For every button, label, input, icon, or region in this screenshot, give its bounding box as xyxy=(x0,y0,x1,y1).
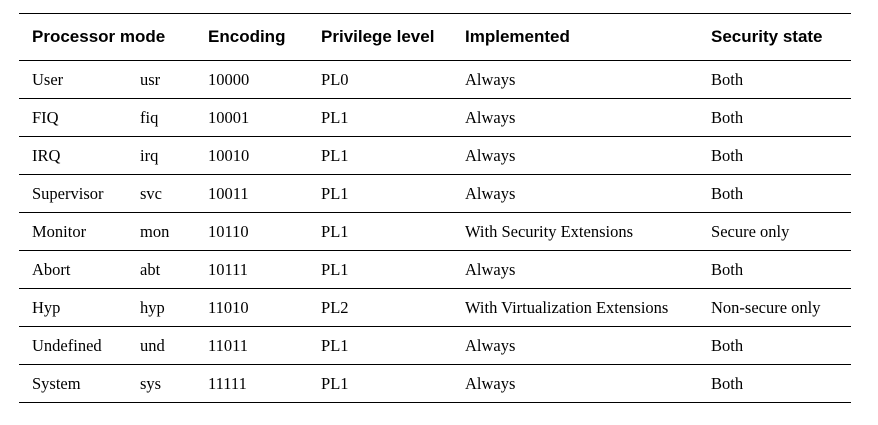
cell-encoding: 11111 xyxy=(208,373,247,393)
cell-abbr: fiq xyxy=(140,107,159,127)
table-row: FIQ fiq 10001 PL1 Always Both xyxy=(19,99,852,137)
table-body: User usr 10000 PL0 Always Both FIQ fiq 10001 PL1 A… xyxy=(19,61,852,403)
cell-abbr: usr xyxy=(140,69,161,89)
cell-encoding: 10011 xyxy=(208,183,249,203)
cell-implemented: With Virtualization Extensions xyxy=(465,297,669,317)
cell-abbr: abt xyxy=(140,259,161,279)
cell-security: Both xyxy=(711,335,744,355)
cell-mode: Undefined xyxy=(32,335,102,355)
cell-mode: System xyxy=(32,373,81,393)
cell-privilege: PL1 xyxy=(321,183,349,203)
cell-privilege: PL1 xyxy=(321,373,349,393)
cell-privilege: PL1 xyxy=(321,145,349,165)
table-row: Hyp hyp 11010 PL2 With Virtualization Extens… xyxy=(19,289,852,327)
cell-implemented: Always xyxy=(465,145,516,165)
cell-security: Both xyxy=(711,183,744,203)
cell-encoding: 11010 xyxy=(208,297,249,317)
cell-encoding: 10110 xyxy=(208,221,249,241)
cell-implemented: Always xyxy=(465,373,516,393)
cell-privilege: PL1 xyxy=(321,221,349,241)
cell-abbr: mon xyxy=(140,221,170,241)
table-row: System sys 11111 PL1 Always Both xyxy=(19,365,852,403)
cell-implemented: Always xyxy=(465,183,516,203)
cell-security: Both xyxy=(711,107,744,127)
table-row: Supervisor svc 10011 PL1 Always Both xyxy=(19,175,852,213)
cell-privilege: PL1 xyxy=(321,335,349,355)
cell-privilege: PL0 xyxy=(321,69,349,89)
header-privilege-level: Privilege level xyxy=(321,27,435,46)
cell-abbr: svc xyxy=(140,183,162,203)
cell-privilege: PL1 xyxy=(321,107,349,127)
cell-security: Secure only xyxy=(711,221,790,241)
cell-abbr: und xyxy=(140,335,165,355)
cell-security: Both xyxy=(711,373,744,393)
header-encoding: Encoding xyxy=(208,27,286,46)
cell-encoding: 10000 xyxy=(208,69,250,89)
table-row: IRQ irq 10010 PL1 Always Both xyxy=(19,137,852,175)
table-row: Abort abt 10111 PL1 Always Both xyxy=(19,251,852,289)
table-header-row: Processor mode Encoding Privilege level … xyxy=(19,13,852,61)
cell-abbr: hyp xyxy=(140,297,165,317)
cell-privilege: PL2 xyxy=(321,297,349,317)
cell-security: Non-secure only xyxy=(711,297,821,317)
cell-mode: Supervisor xyxy=(32,183,104,203)
header-processor-mode: Processor mode xyxy=(32,27,166,46)
cell-implemented: Always xyxy=(465,69,516,89)
cell-encoding: 10001 xyxy=(208,107,250,127)
cell-encoding: 11011 xyxy=(208,335,249,355)
processor-modes-table: Processor mode Encoding Privilege level … xyxy=(19,13,852,403)
cell-mode: IRQ xyxy=(32,145,61,165)
cell-abbr: irq xyxy=(140,145,159,165)
cell-encoding: 10010 xyxy=(208,145,250,165)
header-implemented: Implemented xyxy=(465,27,570,46)
cell-mode: Hyp xyxy=(32,297,61,317)
cell-mode: FIQ xyxy=(32,107,59,127)
cell-implemented: Always xyxy=(465,107,516,127)
table-row: User usr 10000 PL0 Always Both xyxy=(19,61,852,99)
cell-implemented: Always xyxy=(465,259,516,279)
cell-security: Both xyxy=(711,259,744,279)
cell-privilege: PL1 xyxy=(321,259,349,279)
cell-encoding: 10111 xyxy=(208,259,249,279)
cell-mode: Monitor xyxy=(32,221,87,241)
processor-modes-table-container: Processor mode Encoding Privilege level … xyxy=(19,13,852,403)
header-security-state: Security state xyxy=(711,27,823,46)
table-row: Monitor mon 10110 PL1 With Security Extensio… xyxy=(19,213,852,251)
cell-implemented: Always xyxy=(465,335,516,355)
cell-implemented: With Security Extensions xyxy=(465,221,633,241)
cell-security: Both xyxy=(711,145,744,165)
cell-security: Both xyxy=(711,69,744,89)
cell-mode: User xyxy=(32,69,64,89)
table-row: Undefined und 11011 PL1 Always Both xyxy=(19,327,852,365)
cell-abbr: sys xyxy=(140,373,162,393)
cell-mode: Abort xyxy=(32,259,71,279)
